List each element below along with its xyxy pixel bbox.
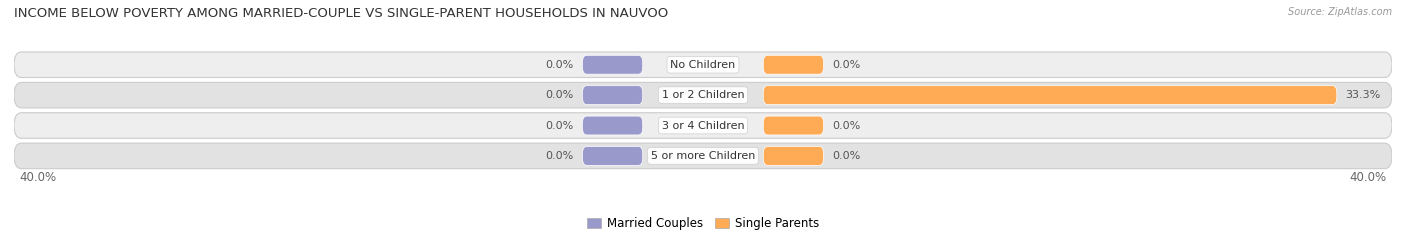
Text: 1 or 2 Children: 1 or 2 Children	[662, 90, 744, 100]
FancyBboxPatch shape	[763, 116, 824, 135]
FancyBboxPatch shape	[582, 116, 643, 135]
Text: 0.0%: 0.0%	[546, 60, 574, 70]
FancyBboxPatch shape	[14, 143, 1392, 169]
FancyBboxPatch shape	[14, 52, 1392, 78]
Text: 0.0%: 0.0%	[832, 120, 860, 130]
Text: 0.0%: 0.0%	[546, 120, 574, 130]
Text: Source: ZipAtlas.com: Source: ZipAtlas.com	[1288, 7, 1392, 17]
Text: 33.3%: 33.3%	[1346, 90, 1381, 100]
Text: 0.0%: 0.0%	[546, 151, 574, 161]
FancyBboxPatch shape	[14, 113, 1392, 138]
Text: 0.0%: 0.0%	[832, 151, 860, 161]
FancyBboxPatch shape	[582, 55, 643, 74]
Text: 40.0%: 40.0%	[1350, 171, 1386, 184]
Text: 0.0%: 0.0%	[832, 60, 860, 70]
Text: No Children: No Children	[671, 60, 735, 70]
Text: 3 or 4 Children: 3 or 4 Children	[662, 120, 744, 130]
Text: INCOME BELOW POVERTY AMONG MARRIED-COUPLE VS SINGLE-PARENT HOUSEHOLDS IN NAUVOO: INCOME BELOW POVERTY AMONG MARRIED-COUPL…	[14, 7, 668, 20]
FancyBboxPatch shape	[763, 55, 824, 74]
FancyBboxPatch shape	[582, 147, 643, 165]
Text: 0.0%: 0.0%	[546, 90, 574, 100]
FancyBboxPatch shape	[763, 147, 824, 165]
Text: 40.0%: 40.0%	[20, 171, 56, 184]
Text: 5 or more Children: 5 or more Children	[651, 151, 755, 161]
Legend: Married Couples, Single Parents: Married Couples, Single Parents	[582, 212, 824, 233]
FancyBboxPatch shape	[763, 86, 1337, 105]
FancyBboxPatch shape	[582, 86, 643, 105]
FancyBboxPatch shape	[14, 82, 1392, 108]
